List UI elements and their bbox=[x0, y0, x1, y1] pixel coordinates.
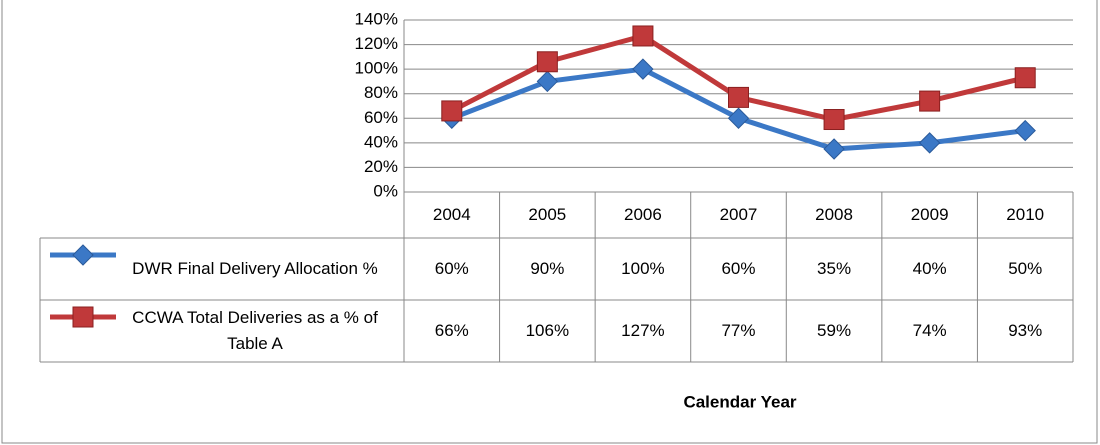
y-tick-label: 20% bbox=[364, 157, 398, 176]
marker bbox=[728, 86, 749, 108]
value-label: 100% bbox=[621, 259, 665, 278]
value-label: 93% bbox=[1008, 321, 1043, 340]
value-label: 60% bbox=[434, 259, 469, 278]
y-tick-label: 0% bbox=[373, 181, 398, 200]
marker bbox=[536, 51, 558, 73]
x-tick-label: 2006 bbox=[624, 205, 662, 224]
x-tick-label: 2007 bbox=[719, 205, 758, 224]
x-tick-label: 2010 bbox=[1006, 205, 1045, 224]
marker bbox=[1014, 119, 1036, 142]
y-tick-label: 140% bbox=[355, 9, 398, 28]
value-label: 77% bbox=[721, 321, 756, 340]
y-tick-label: 80% bbox=[364, 83, 398, 102]
value-label: 50% bbox=[1008, 259, 1043, 278]
x-tick-label: 2009 bbox=[910, 205, 949, 224]
value-label: 40% bbox=[912, 259, 947, 278]
value-label: 90% bbox=[530, 259, 565, 278]
y-tick-label: 60% bbox=[364, 108, 398, 127]
value-label: 35% bbox=[817, 259, 852, 278]
value-label: 59% bbox=[817, 321, 852, 340]
value-label: 66% bbox=[434, 321, 469, 340]
marker bbox=[536, 70, 559, 93]
marker bbox=[632, 25, 654, 47]
x-tick-label: 2005 bbox=[528, 205, 567, 224]
marker bbox=[72, 306, 94, 328]
value-label: 106% bbox=[525, 321, 570, 340]
marker bbox=[918, 132, 941, 154]
value-label: 74% bbox=[912, 321, 947, 340]
y-tick-label: 40% bbox=[364, 132, 398, 151]
y-tick-label: 100% bbox=[355, 59, 398, 78]
marker bbox=[72, 244, 94, 266]
marker bbox=[823, 138, 845, 160]
y-tick-label: 120% bbox=[355, 34, 398, 53]
x-axis-title: Calendar Year bbox=[683, 392, 796, 411]
legend-label: DWR Final Delivery Allocation % bbox=[132, 259, 378, 278]
value-label: 60% bbox=[721, 259, 756, 278]
marker bbox=[727, 107, 750, 129]
x-tick-label: 2004 bbox=[432, 205, 471, 224]
marker bbox=[441, 100, 463, 122]
marker bbox=[1014, 67, 1036, 89]
marker bbox=[632, 58, 654, 80]
x-tick-label: 2008 bbox=[815, 205, 853, 224]
value-label: 127% bbox=[621, 321, 665, 340]
legend-label: CCWA Total Deliveries as a % of Table A bbox=[132, 308, 378, 353]
marker bbox=[823, 109, 845, 131]
marker bbox=[919, 90, 941, 112]
